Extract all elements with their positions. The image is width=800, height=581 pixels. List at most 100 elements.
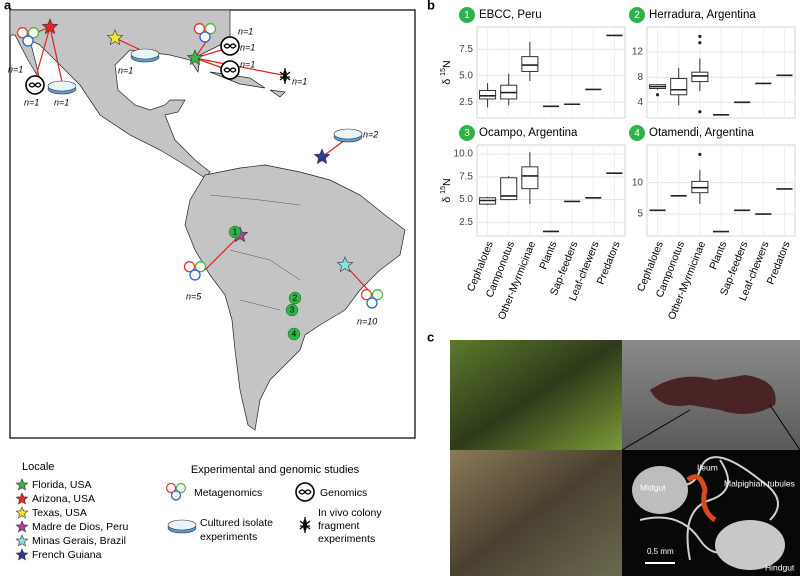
box <box>691 71 709 83</box>
site-marker <box>285 303 299 317</box>
metagenomics-icon <box>193 23 206 35</box>
badge <box>629 125 645 141</box>
legend-entry: Cultured isolate <box>200 517 273 529</box>
y-tick-label: 10 <box>632 177 644 188</box>
y-tick-label: 5.0 <box>459 194 473 205</box>
metagenomics-icon <box>22 35 34 47</box>
box <box>500 177 518 201</box>
sample-count: n=1 <box>54 97 69 107</box>
legend-star <box>15 520 29 533</box>
dish-icon <box>333 128 363 140</box>
photo-label: Ileum <box>697 462 718 472</box>
metagenomics-icon <box>194 261 207 273</box>
y-tick-label: 2.5 <box>459 217 473 228</box>
y-tick-label: 2.5 <box>459 97 473 108</box>
y-label-part: N <box>441 60 453 68</box>
legend-entry: Madre de Dios, Peru <box>32 521 128 533</box>
locale-star <box>336 256 354 273</box>
site-number: 1 <box>233 228 238 237</box>
hindgut <box>715 520 785 570</box>
legend-entry: Genomics <box>320 487 367 499</box>
badge-number: 4 <box>634 128 640 139</box>
y-label-part: δ <box>441 194 453 203</box>
midgut <box>632 466 688 514</box>
y-tick-label: 4 <box>637 97 643 108</box>
y-axis-label: δ 15N <box>440 178 452 202</box>
sample-count: n=1 <box>240 59 255 69</box>
site-marker <box>228 225 242 239</box>
box <box>521 56 539 72</box>
legend-star <box>15 478 29 491</box>
photo-ants-ground <box>450 450 622 576</box>
metagenomics-icon <box>165 482 177 494</box>
locale-star <box>313 148 331 165</box>
box <box>521 166 539 190</box>
legend-entry: French Guiana <box>32 549 102 561</box>
panel-title: EBCC, Peru <box>479 9 542 21</box>
zoom-line <box>621 409 691 451</box>
sample-count: n=1 <box>118 65 133 75</box>
ant-silhouette <box>650 375 776 414</box>
legend-star <box>15 534 29 547</box>
panel-label: b <box>427 0 435 12</box>
site-marker <box>288 291 302 305</box>
badge <box>459 7 475 23</box>
legend-entry: Minas Gerais, Brazil <box>32 535 126 547</box>
metagenomics-icon <box>189 269 201 281</box>
outlier <box>698 41 702 45</box>
locale-star <box>186 49 204 66</box>
legend-entry: Texas, USA <box>32 507 87 519</box>
x-tick-label: Plants <box>537 240 559 272</box>
metagenomics-icon <box>183 261 196 273</box>
ant-icon <box>303 519 307 531</box>
x-tick-label: Plants <box>707 240 729 272</box>
legend-entry: experiments <box>318 533 375 545</box>
legend-entry: Metagenomics <box>194 487 262 499</box>
legend-star <box>15 548 29 561</box>
legend-title: Experimental and genomic studies <box>191 464 360 476</box>
legend-entry: In vivo colony <box>318 507 382 519</box>
sample-count: n=2 <box>363 129 378 139</box>
sample-count: n=5 <box>186 291 202 301</box>
photo-label: Malpighian tubules <box>724 478 795 488</box>
dna <box>28 82 42 88</box>
box <box>670 77 688 96</box>
y-tick-label: 7.5 <box>459 44 473 55</box>
sample-count: n=1 <box>292 76 307 86</box>
locale-star <box>41 18 59 35</box>
box <box>479 89 497 100</box>
legend-entry: Arizona, USA <box>32 493 95 505</box>
y-axis-label: δ 15N <box>440 60 452 84</box>
outlier <box>655 93 660 97</box>
dna <box>223 43 237 49</box>
photo-label: Midgut <box>640 482 666 492</box>
site-number: 4 <box>292 330 297 339</box>
legend-title: Locale <box>22 461 54 473</box>
legend-entry: Florida, USA <box>32 479 92 491</box>
dish-icon <box>167 519 197 531</box>
site-number: 3 <box>290 306 295 315</box>
y-tick-label: 10.0 <box>454 149 474 160</box>
panel-title: Herradura, Argentina <box>649 9 756 21</box>
metagenomics-icon <box>366 297 378 309</box>
metagenomics-icon <box>170 490 182 501</box>
badge-number: 3 <box>464 128 470 139</box>
panel-title: Ocampo, Argentina <box>479 127 578 139</box>
photo-ants-leaf <box>450 340 622 450</box>
dna <box>223 67 237 73</box>
sample-count: n=1 <box>240 42 255 52</box>
photo-label: 0.5 mm <box>647 547 674 556</box>
y-label-part: N <box>441 178 453 186</box>
metagenomics-icon <box>16 27 29 39</box>
y-tick-label: 7.5 <box>459 171 473 182</box>
dish-icon <box>47 80 77 92</box>
y-tick-label: 5 <box>637 209 643 220</box>
dna <box>298 489 312 495</box>
legend-star <box>15 506 29 519</box>
badge <box>459 125 475 141</box>
panel-label: a <box>4 0 12 12</box>
legend-entry: fragment <box>318 520 360 532</box>
ileum <box>686 474 717 523</box>
dish-icon <box>130 48 160 60</box>
